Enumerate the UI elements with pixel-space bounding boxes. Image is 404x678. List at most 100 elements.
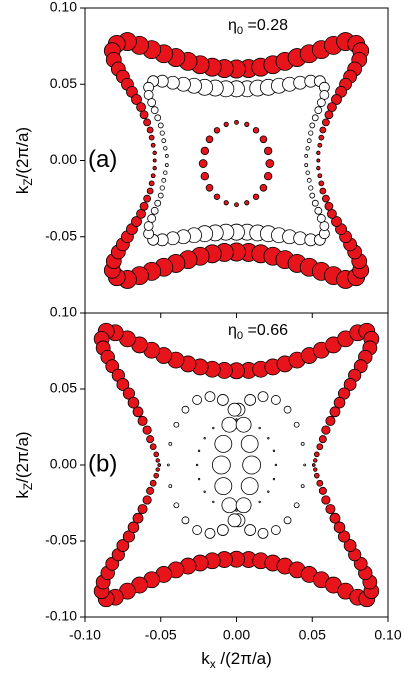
bubble	[166, 463, 170, 467]
x-tick-label: -0.10	[69, 627, 101, 643]
bubble	[150, 106, 159, 115]
bubble	[221, 416, 238, 433]
bubble	[152, 165, 157, 171]
bubble	[318, 134, 325, 141]
bubble	[203, 490, 206, 493]
bubble	[317, 142, 323, 148]
bubble	[305, 170, 310, 175]
bubble	[319, 90, 330, 100]
bubble	[127, 521, 140, 534]
bubble	[168, 441, 173, 446]
y-axis-label: kZ/(2π/a)	[13, 431, 35, 498]
bubble	[240, 434, 259, 453]
bubble	[157, 192, 164, 199]
bubble	[214, 477, 233, 496]
bubble	[159, 185, 165, 191]
bubble	[143, 194, 152, 203]
x-tick-label: -0.05	[145, 627, 177, 643]
bubble	[300, 441, 305, 446]
bubble	[306, 138, 312, 144]
bubble	[154, 114, 162, 122]
bubble	[214, 434, 233, 453]
annotation-sub: 0	[237, 330, 243, 342]
bubble	[181, 405, 190, 414]
bubble	[143, 221, 154, 231]
bubble	[263, 146, 273, 156]
bubble	[259, 135, 268, 144]
bubble	[142, 495, 152, 505]
bubble	[137, 415, 148, 426]
bubble	[163, 170, 168, 175]
bubble	[319, 126, 327, 134]
bubble	[164, 163, 169, 167]
y-axis-label-rest: /(2π/a)	[13, 127, 32, 178]
bubble	[147, 214, 157, 223]
bubble	[132, 512, 144, 524]
bubble	[212, 426, 215, 430]
bubble	[173, 502, 180, 509]
bubble	[213, 127, 221, 134]
y-tick-label: 0.05	[50, 75, 77, 91]
bubble	[270, 525, 281, 535]
bubble	[303, 463, 307, 467]
annotation-main: η	[228, 322, 237, 339]
y-tick-label: 0.10	[50, 304, 77, 320]
bubble	[321, 118, 330, 127]
annotation: η0 =0.66	[228, 322, 288, 342]
bubble	[244, 524, 257, 536]
bubble	[244, 121, 250, 127]
bubble	[161, 177, 167, 183]
bubble	[259, 183, 268, 192]
bubble	[150, 142, 156, 148]
bubble	[324, 201, 334, 211]
bubble	[304, 154, 309, 158]
bubble	[329, 512, 341, 524]
bubble	[265, 159, 275, 168]
bubble	[223, 121, 229, 127]
bubble	[149, 443, 157, 451]
bubble	[318, 435, 327, 444]
y-tick-label: 0.10	[50, 0, 77, 15]
bubble	[235, 497, 252, 514]
bubble	[216, 524, 229, 536]
bubble	[316, 443, 324, 451]
bubble	[318, 180, 325, 187]
bubble	[257, 391, 269, 403]
x-axis-label-sub: x	[210, 657, 216, 671]
bubble	[309, 192, 316, 199]
bubble	[321, 425, 331, 435]
bubble	[267, 490, 270, 493]
bubble	[293, 502, 300, 509]
bubble	[325, 415, 336, 426]
bubble	[263, 172, 273, 181]
x-tick-label: 0.00	[223, 627, 250, 643]
bubble	[131, 94, 142, 105]
bubble	[146, 435, 155, 444]
bubble	[148, 180, 155, 187]
bubble	[321, 194, 330, 203]
bubble	[152, 158, 157, 163]
bubble	[200, 172, 210, 181]
bubble	[316, 150, 321, 156]
bubble	[150, 206, 159, 215]
bubble	[173, 421, 180, 428]
bubble	[305, 146, 310, 151]
y-tick-label: 0.00	[50, 456, 77, 472]
x-axis-label: kx /(2π/a)	[201, 649, 272, 671]
bubble	[168, 484, 173, 489]
bubble	[274, 463, 278, 467]
bubble	[147, 98, 157, 107]
y-tick-label: -0.05	[45, 532, 77, 548]
bubble	[235, 416, 252, 433]
bubble	[204, 528, 216, 539]
bubble	[137, 504, 148, 515]
x-tick-label: 0.05	[299, 627, 326, 643]
bubble	[316, 98, 326, 107]
bubble	[198, 159, 208, 168]
panel-label: (a)	[88, 146, 117, 173]
annotation-rest: =0.28	[243, 17, 288, 34]
y-tick-label: 0.00	[50, 151, 77, 167]
bubble	[314, 206, 323, 215]
y-axis-label-sub: Z	[21, 483, 35, 490]
